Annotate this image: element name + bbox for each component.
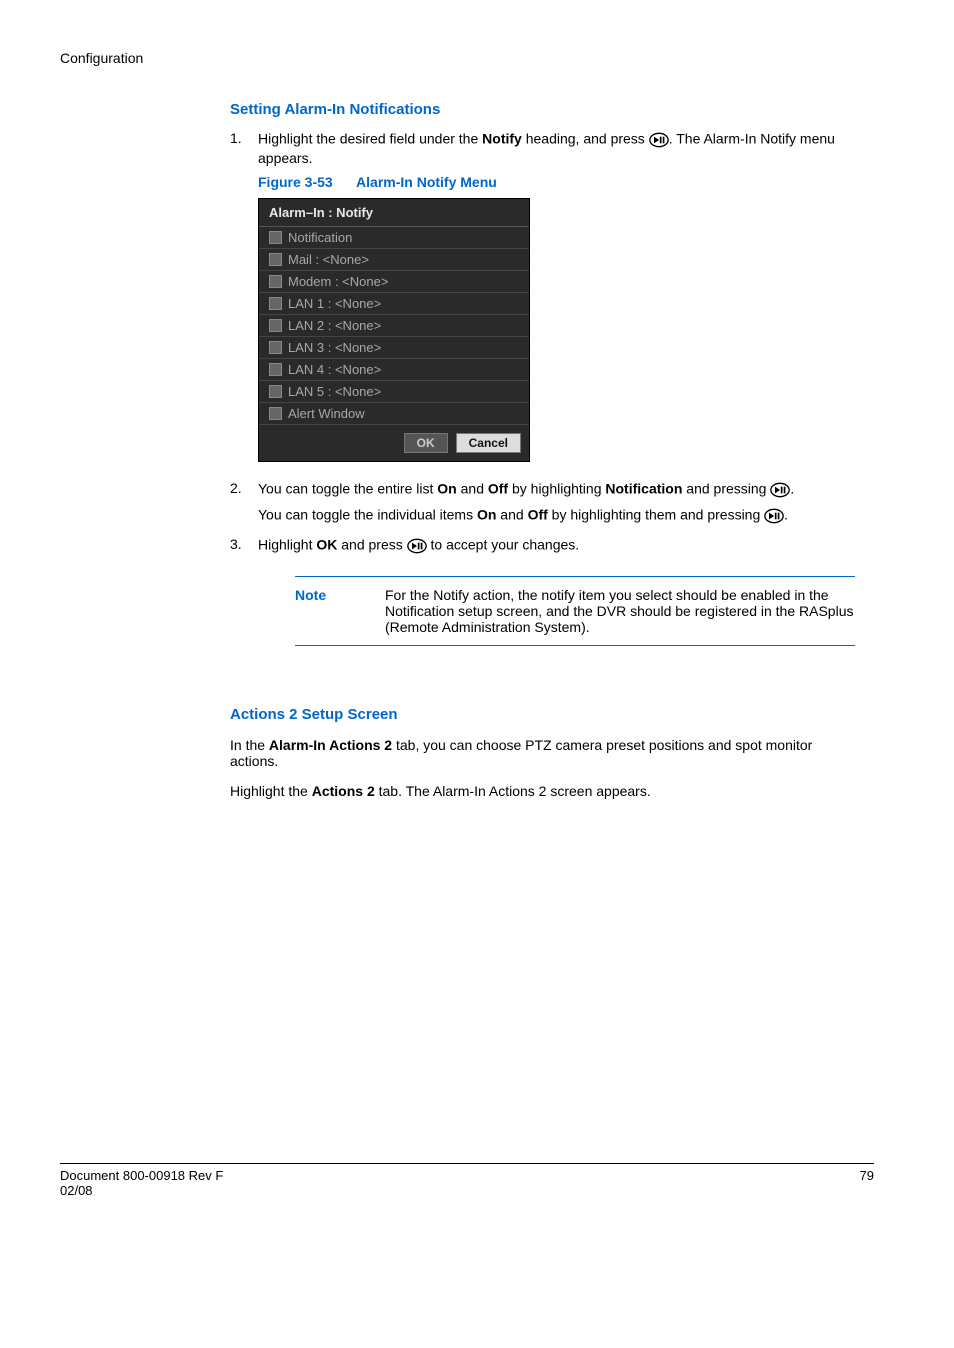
step3-body: Highlight OK and press to accept your ch… xyxy=(258,536,855,556)
checkbox-icon xyxy=(269,319,282,332)
note-block: Note For the Notify action, the notify i… xyxy=(295,576,855,646)
header-section: Configuration xyxy=(60,50,874,66)
step1-pre: Highlight the desired field under the xyxy=(258,131,482,147)
menu-item-lan3[interactable]: LAN 3 : <None> xyxy=(259,337,529,359)
figure-label-row: Figure 3-53 Alarm-In Notify Menu xyxy=(258,174,855,190)
footer-left: Document 800-00918 Rev F 02/08 xyxy=(60,1168,223,1198)
step2-sub: You can toggle the individual items On a… xyxy=(258,506,855,526)
checkbox-icon xyxy=(269,253,282,266)
t: . xyxy=(790,481,794,497)
t: by highlighting xyxy=(508,481,605,497)
play-pause-icon xyxy=(407,536,427,556)
menu-item-notification[interactable]: Notification xyxy=(259,227,529,249)
play-pause-icon xyxy=(764,506,784,526)
step-row: 1. Highlight the desired field under the… xyxy=(230,130,855,166)
checkbox-icon xyxy=(269,341,282,354)
t: You can toggle the entire list xyxy=(258,481,437,497)
menu-item-mail[interactable]: Mail : <None> xyxy=(259,249,529,271)
actions2-para2: Highlight the Actions 2 tab. The Alarm-I… xyxy=(230,783,855,799)
step1-body: Highlight the desired field under the No… xyxy=(258,130,855,166)
t: Off xyxy=(488,481,508,497)
menu-item-lan4[interactable]: LAN 4 : <None> xyxy=(259,359,529,381)
checkbox-icon xyxy=(269,363,282,376)
heading-actions2: Actions 2 Setup Screen xyxy=(230,706,855,723)
t: In the xyxy=(230,737,269,753)
t: and xyxy=(457,481,488,497)
menu-item-lan1[interactable]: LAN 1 : <None> xyxy=(259,293,529,315)
t: tab. The Alarm-In Actions 2 screen appea… xyxy=(375,783,651,799)
checkbox-icon xyxy=(269,297,282,310)
step2-body: You can toggle the entire list On and Of… xyxy=(258,480,855,500)
footer-date: 02/08 xyxy=(60,1183,223,1198)
ok-button[interactable]: OK xyxy=(404,433,448,453)
footer-page-number: 79 xyxy=(860,1168,874,1198)
step1-mid: heading, and press xyxy=(522,131,649,147)
menu-title: Alarm–In : Notify xyxy=(259,199,529,227)
actions2-para1: In the Alarm-In Actions 2 tab, you can c… xyxy=(230,737,855,769)
menu-item-label: LAN 1 : <None> xyxy=(288,296,381,311)
play-pause-icon xyxy=(770,480,790,500)
step3-num: 3. xyxy=(230,536,258,556)
t: Off xyxy=(528,507,548,523)
checkbox-icon xyxy=(269,407,282,420)
play-pause-icon xyxy=(649,130,669,150)
t: Alarm-In Actions 2 xyxy=(269,737,392,753)
footer-doc-id: Document 800-00918 Rev F xyxy=(60,1168,223,1183)
menu-item-label: Mail : <None> xyxy=(288,252,369,267)
menu-item-alert-window[interactable]: Alert Window xyxy=(259,403,529,425)
t: by highlighting them and pressing xyxy=(548,507,764,523)
menu-item-label: Modem : <None> xyxy=(288,274,388,289)
note-label: Note xyxy=(295,587,385,635)
t: You can toggle the individual items xyxy=(258,507,477,523)
menu-item-label: Notification xyxy=(288,230,352,245)
checkbox-icon xyxy=(269,275,282,288)
page-footer: Document 800-00918 Rev F 02/08 79 xyxy=(60,1163,874,1198)
cancel-button[interactable]: Cancel xyxy=(456,433,521,453)
menu-item-label: LAN 2 : <None> xyxy=(288,318,381,333)
step-row: 3. Highlight OK and press to accept your… xyxy=(230,536,855,556)
step1-num: 1. xyxy=(230,130,258,166)
t: Highlight the xyxy=(230,783,312,799)
t: On xyxy=(477,507,496,523)
note-text: For the Notify action, the notify item y… xyxy=(385,587,855,635)
heading-setting-alarm: Setting Alarm-In Notifications xyxy=(230,101,855,118)
t: Notification xyxy=(605,481,682,497)
alarm-in-notify-menu: Alarm–In : Notify Notification Mail : <N… xyxy=(258,198,530,462)
menu-item-label: Alert Window xyxy=(288,406,365,421)
t: . xyxy=(784,507,788,523)
t: OK xyxy=(316,537,337,553)
checkbox-icon xyxy=(269,231,282,244)
step2-num: 2. xyxy=(230,480,258,500)
step1-bold1: Notify xyxy=(482,131,522,147)
menu-item-lan2[interactable]: LAN 2 : <None> xyxy=(259,315,529,337)
figure-num: Figure 3-53 xyxy=(258,174,333,190)
t: Actions 2 xyxy=(312,783,375,799)
menu-item-label: LAN 3 : <None> xyxy=(288,340,381,355)
checkbox-icon xyxy=(269,385,282,398)
menu-item-modem[interactable]: Modem : <None> xyxy=(259,271,529,293)
t: and pressing xyxy=(682,481,770,497)
t: to accept your changes. xyxy=(427,537,580,553)
step-row: 2. You can toggle the entire list On and… xyxy=(230,480,855,500)
t: and xyxy=(496,507,527,523)
menu-item-lan5[interactable]: LAN 5 : <None> xyxy=(259,381,529,403)
t: and press xyxy=(337,537,406,553)
figure-title: Alarm-In Notify Menu xyxy=(356,174,497,190)
t: On xyxy=(437,481,456,497)
menu-item-label: LAN 5 : <None> xyxy=(288,384,381,399)
menu-item-label: LAN 4 : <None> xyxy=(288,362,381,377)
t: Highlight xyxy=(258,537,316,553)
